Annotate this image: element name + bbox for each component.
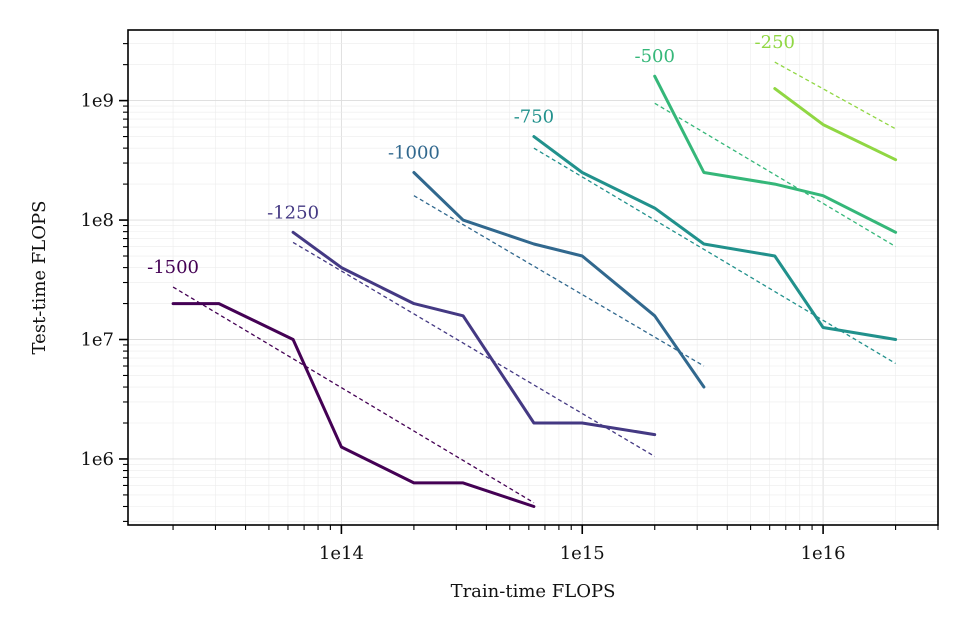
series-line (291, 230, 657, 437)
y-axis-label: Test-time FLOPS (29, 201, 50, 355)
x-tick-label: 1e14 (319, 543, 364, 564)
x-axis-label: Train-time FLOPS (451, 581, 616, 602)
fit-line (413, 195, 705, 367)
y-tick-label: 1e9 (80, 91, 114, 112)
fit-line (774, 61, 896, 130)
fit-line (292, 241, 656, 457)
series-line (653, 74, 898, 234)
y-tick-label: 1e8 (80, 210, 114, 231)
series-label: -500 (635, 46, 675, 67)
series-line (412, 171, 706, 389)
series-label: -250 (755, 32, 795, 53)
x-tick-label: 1e15 (560, 543, 605, 564)
series-label: -1000 (388, 143, 440, 164)
series-label: -1500 (147, 257, 199, 278)
fit-lines (172, 61, 896, 504)
y-tick-label: 1e6 (80, 449, 114, 470)
fit-line (172, 286, 535, 504)
series-line (171, 302, 536, 508)
series-line (532, 135, 898, 341)
fit-line (533, 147, 896, 365)
axis-ticks: 1e14 1e15 1e16 1e6 1e7 1e8 1e9 (80, 43, 939, 564)
plot-frame (127, 29, 939, 526)
grid (128, 30, 939, 525)
y-tick-label: 1e7 (80, 330, 114, 351)
series-label: -1250 (267, 202, 319, 223)
fit-line (654, 102, 896, 248)
x-tick-label: 1e16 (801, 543, 846, 564)
series-lines (171, 74, 898, 508)
series-labels: -1500 -1250 -1000 -750 -500 -250 (147, 32, 795, 278)
series-line (773, 87, 898, 162)
series-label: -750 (514, 107, 554, 128)
